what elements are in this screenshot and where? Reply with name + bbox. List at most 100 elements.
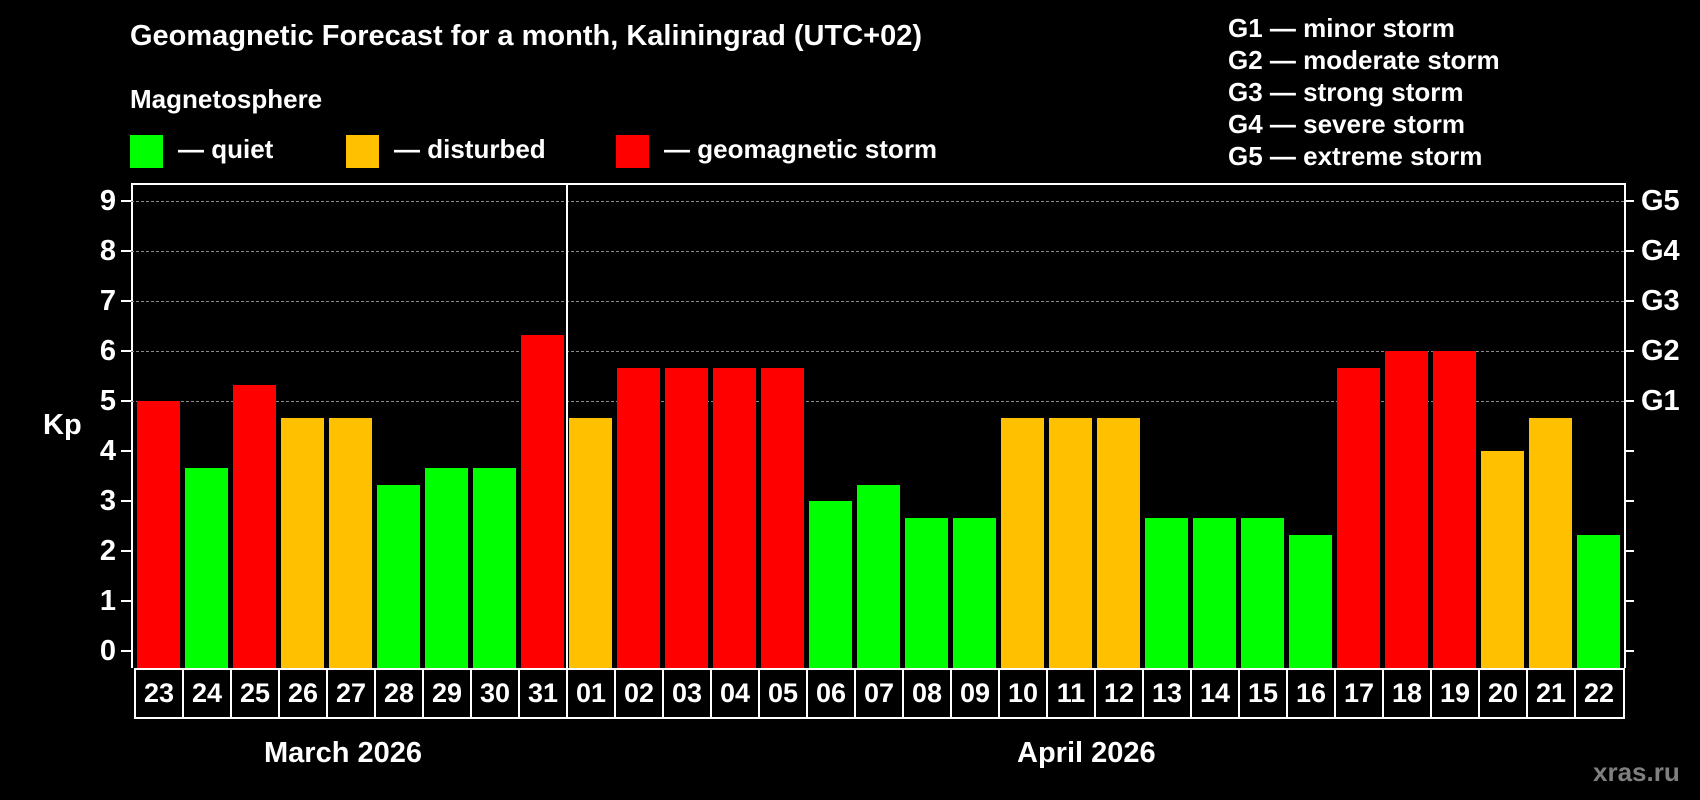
y-tick-label: 3 (99, 485, 116, 517)
bar-29 (425, 468, 468, 668)
x-cell-separator (374, 670, 376, 717)
bar-21 (1529, 418, 1572, 668)
month-label-april: April 2026 (1017, 737, 1156, 769)
legend-swatch-disturbed (346, 135, 379, 168)
legend-swatch-quiet (130, 135, 163, 168)
y-tick-right (1624, 200, 1634, 202)
x-cell-separator (1382, 670, 1384, 717)
g-legend-item: G1 — minor storm (1228, 13, 1455, 43)
y-tick-right (1624, 450, 1634, 452)
x-tick-label: 07 (863, 678, 895, 708)
bar-23 (137, 401, 180, 668)
x-tick-label: 09 (959, 678, 991, 708)
y-tick-label: 8 (99, 235, 116, 267)
bar-19 (1433, 351, 1476, 668)
y-tick (121, 550, 131, 552)
legend-label-disturbed: — disturbed (394, 134, 546, 164)
y-tick-label: 5 (99, 385, 116, 417)
y-tick-label: 0 (99, 635, 116, 667)
bar-14 (1193, 518, 1236, 668)
x-cell-separator (710, 670, 712, 717)
y-tick-right (1624, 500, 1634, 502)
y-tick (121, 400, 131, 402)
x-tick-label: 17 (1343, 678, 1375, 708)
x-tick-label: 04 (719, 678, 751, 708)
month-label-march: March 2026 (264, 737, 422, 769)
x-cell-separator (1526, 670, 1528, 717)
bar-11 (1049, 418, 1092, 668)
y-tick (121, 350, 131, 352)
month-divider (566, 183, 568, 668)
bar-18 (1385, 351, 1428, 668)
gridline (131, 251, 1624, 252)
x-cell-separator (518, 670, 520, 717)
gridline (131, 351, 1624, 352)
x-cell-separator (278, 670, 280, 717)
y-tick-right (1624, 250, 1634, 252)
bar-27 (329, 418, 372, 668)
x-cell-separator (614, 670, 616, 717)
x-cell-separator (806, 670, 808, 717)
x-cell-separator (182, 670, 184, 717)
x-cell-separator (854, 670, 856, 717)
bar-15 (1241, 518, 1284, 668)
x-tick-label: 02 (623, 678, 655, 708)
g-tick-label: G2 (1641, 335, 1680, 367)
x-cell-separator (662, 670, 664, 717)
x-tick-label: 11 (1056, 678, 1086, 708)
bar-16 (1289, 535, 1332, 668)
y-tick-right (1624, 350, 1634, 352)
bar-04 (713, 368, 756, 668)
bar-05 (761, 368, 804, 668)
g-legend-item: G5 — extreme storm (1228, 141, 1483, 171)
x-cell-separator (950, 670, 952, 717)
x-tick-label: 13 (1151, 678, 1183, 708)
x-cell-separator (1430, 670, 1432, 717)
legend-label-storm: — geomagnetic storm (664, 134, 938, 164)
x-cell-separator (902, 670, 904, 717)
y-tick-right (1624, 400, 1634, 402)
x-cell-separator (758, 670, 760, 717)
bar-22 (1577, 535, 1620, 668)
bar-01 (569, 418, 612, 668)
x-tick-label: 14 (1199, 678, 1231, 708)
chart-title: Geomagnetic Forecast for a month, Kalini… (130, 20, 922, 52)
gridline (131, 301, 1624, 302)
x-tick-label: 30 (479, 678, 511, 708)
x-tick-label: 28 (383, 678, 415, 708)
y-tick (121, 250, 131, 252)
y-tick (121, 650, 131, 652)
bar-09 (953, 518, 996, 668)
x-tick-label: 01 (575, 678, 607, 708)
x-tick-label: 22 (1583, 678, 1615, 708)
x-axis-day-box (134, 668, 1625, 719)
bar-13 (1145, 518, 1188, 668)
g-legend-item: G3 — strong storm (1228, 77, 1464, 107)
y-tick-label: 4 (99, 435, 116, 467)
y-tick-right (1624, 550, 1634, 552)
y-tick-label: 6 (99, 335, 116, 367)
g-tick-label: G1 (1641, 385, 1680, 417)
x-tick-label: 20 (1487, 678, 1519, 708)
legend-label-quiet: — quiet (178, 134, 274, 164)
x-cell-separator (566, 670, 568, 717)
bar-25 (233, 385, 276, 668)
x-tick-label: 27 (335, 678, 367, 708)
bar-03 (665, 368, 708, 668)
bar-30 (473, 468, 516, 668)
y-tick-label: 2 (99, 535, 116, 567)
y-tick-right (1624, 300, 1634, 302)
x-tick-label: 18 (1391, 678, 1423, 708)
y-axis-label: Kp (43, 409, 82, 441)
y-tick (121, 200, 131, 202)
legend-swatch-storm (616, 135, 649, 168)
y-tick-right (1624, 600, 1634, 602)
y-tick (121, 450, 131, 452)
y-tick (121, 300, 131, 302)
bar-26 (281, 418, 324, 668)
x-cell-separator (1334, 670, 1336, 717)
y-tick-label: 9 (99, 185, 116, 217)
x-tick-label: 10 (1007, 678, 1039, 708)
plot-area (131, 183, 1626, 668)
x-cell-separator (1190, 670, 1192, 717)
